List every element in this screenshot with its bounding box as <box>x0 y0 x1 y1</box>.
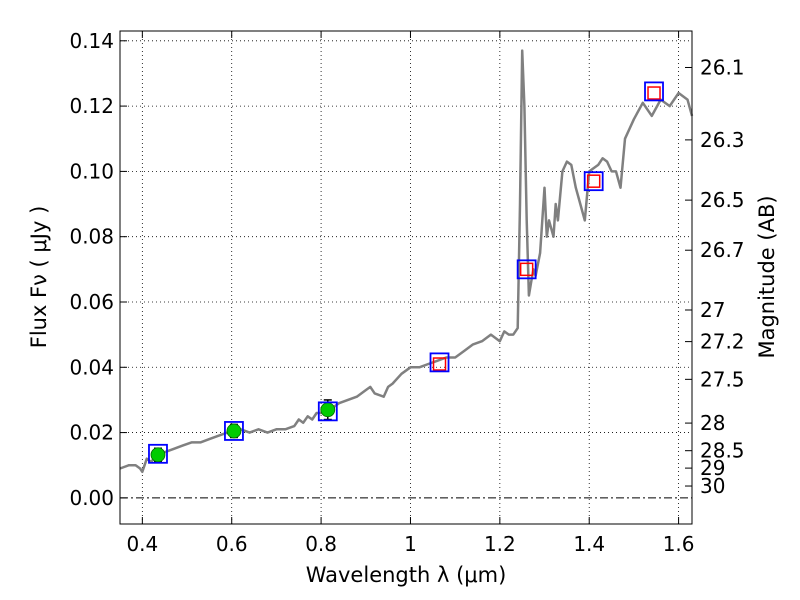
model-point-red <box>647 86 661 100</box>
y-tick-label: 0.06 <box>69 290 114 314</box>
y-axis-left: 0.00 0.02 0.04 0.06 0.08 0.10 0.12 0.14 <box>69 29 127 510</box>
x-tick-label: 1.4 <box>573 532 605 556</box>
observed-point <box>150 447 166 463</box>
y2-axis-label: Magnitude (AB) <box>755 195 779 358</box>
y2-tick-label: 26.1 <box>700 55 745 79</box>
model-point-blue <box>516 259 537 280</box>
model-point-blue <box>224 421 244 441</box>
y-tick-label: 0.08 <box>69 225 114 249</box>
plot-frame <box>119 30 693 525</box>
model-point-blue <box>644 81 664 102</box>
x-tick-label: 1 <box>404 532 417 556</box>
model-point-blue <box>429 352 450 373</box>
model-point-red <box>519 262 534 277</box>
x-tick-label: 0.4 <box>126 532 158 556</box>
points-layer <box>148 81 664 464</box>
y2-tick-label: 26.7 <box>700 238 745 262</box>
x-axis: 0.4 0.6 0.8 1 1.2 1.4 1.6 <box>126 31 695 556</box>
model-point-red <box>586 174 601 188</box>
model-point-red <box>432 357 447 371</box>
model-point-blue <box>148 443 168 464</box>
observed-point <box>226 423 242 439</box>
x-tick-label: 1.2 <box>484 532 516 556</box>
observed-point <box>320 402 336 418</box>
x-axis-label: Wavelength λ (μm) <box>306 563 507 587</box>
y2-tick-label: 28 <box>700 411 725 435</box>
y2-tick-label: 27.2 <box>700 330 745 354</box>
y-tick-label: 0.02 <box>69 421 114 445</box>
y2-tick-label: 26.5 <box>700 188 745 212</box>
y-tick-label: 0.00 <box>69 486 114 510</box>
x-tick-label: 1.6 <box>663 532 695 556</box>
y2-tick-label: 30 <box>700 474 725 498</box>
x-tick-label: 0.8 <box>305 532 337 556</box>
x-tick-label: 0.6 <box>216 532 248 556</box>
y-tick-label: 0.14 <box>69 29 114 53</box>
y2-tick-label: 27 <box>700 298 725 322</box>
y-tick-label: 0.10 <box>69 159 114 183</box>
y2-tick-label: 26.3 <box>700 128 745 152</box>
y2-tick-label: 27.5 <box>700 367 745 391</box>
model-point-blue <box>583 171 604 192</box>
y2-tick-label: 28.5 <box>700 439 745 463</box>
y-tick-label: 0.12 <box>69 94 114 118</box>
model-point-blue <box>317 401 338 422</box>
y-tick-label: 0.04 <box>69 355 114 379</box>
y-axis-label: Flux Fν ( μJy ) <box>27 206 51 349</box>
y2-tick-label: 29 <box>700 456 725 480</box>
